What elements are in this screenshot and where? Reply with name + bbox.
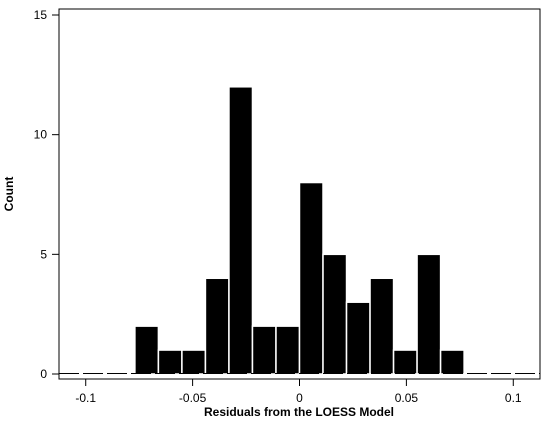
histogram-bar [134,325,160,375]
bars-group [134,86,465,375]
histogram-bar [275,325,301,375]
y-tick-label: 15 [34,8,48,22]
y-tick-label: 5 [40,247,47,261]
histogram-bar [298,181,324,375]
histogram-bar [322,253,348,375]
histogram-bar [181,349,207,375]
x-tick-label: 0.05 [395,391,419,405]
x-tick-label: -0.1 [75,391,96,405]
histogram-bar [157,349,183,375]
histogram-bar [228,86,254,375]
y-axis-label: Count [2,177,16,212]
x-tick-label: 0 [296,391,303,405]
histogram-bar [345,301,371,375]
histogram-bar [204,277,230,375]
histogram-bar [251,325,277,375]
x-axis: -0.1 -0.05 0 0.05 0.1 [75,379,522,405]
y-tick-label: 0 [40,367,47,381]
histogram-bar [392,349,418,375]
x-tick-label: -0.05 [179,391,207,405]
y-tick-label: 10 [34,128,48,142]
histogram-bar [369,277,395,375]
histogram-bar [439,349,465,375]
y-axis: 0 5 10 15 [34,8,59,381]
x-axis-label: Residuals from the LOESS Model [204,405,394,419]
x-tick-label: 0.1 [505,391,522,405]
histogram-bar [416,253,442,375]
